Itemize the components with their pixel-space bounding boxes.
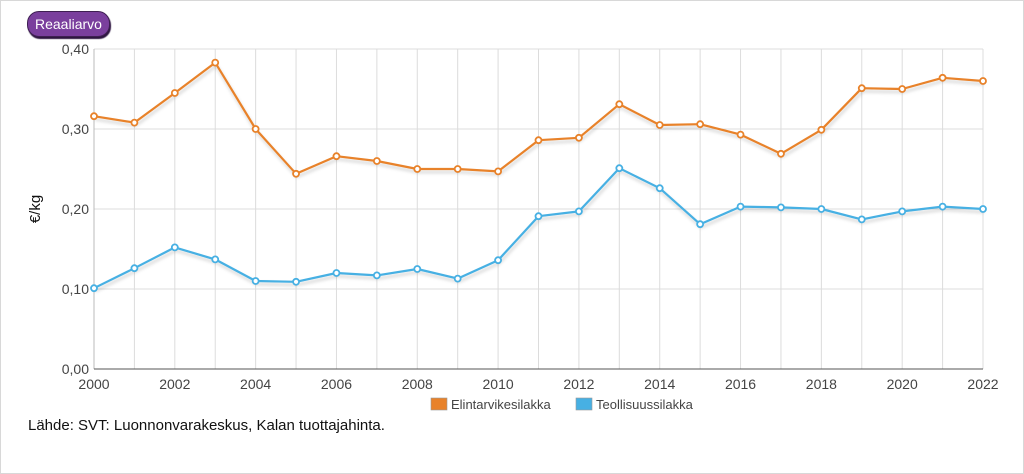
- data-point[interactable]: [534, 212, 543, 221]
- data-point[interactable]: [292, 277, 300, 286]
- x-tick-label: 2018: [806, 376, 837, 392]
- data-point[interactable]: [211, 58, 220, 67]
- data-point[interactable]: [130, 264, 139, 273]
- legend-swatch: [575, 397, 593, 411]
- data-point[interactable]: [332, 269, 341, 277]
- data-point[interactable]: [332, 152, 341, 161]
- data-point[interactable]: [817, 125, 826, 134]
- legend-item[interactable]: Elintarvikesilakka: [430, 397, 551, 412]
- legend-swatch: [430, 397, 448, 411]
- y-tick-label: 0,20: [62, 201, 89, 217]
- x-tick-label: 2006: [321, 376, 352, 392]
- y-tick-label: 0,30: [62, 121, 89, 137]
- data-point[interactable]: [736, 202, 745, 211]
- data-point[interactable]: [979, 77, 987, 85]
- legend[interactable]: Elintarvikesilakka Teollisuussilakka: [430, 397, 694, 412]
- data-point[interactable]: [857, 215, 866, 224]
- x-tick-label: 2000: [78, 376, 109, 392]
- data-point[interactable]: [898, 207, 907, 216]
- series-group: [90, 58, 987, 293]
- x-axis-ticks: 2000 2002 2004 2006 2008 2010 2012 2014 2016 2018…: [78, 376, 998, 392]
- x-tick-label: 2014: [644, 376, 675, 392]
- data-point[interactable]: [494, 167, 502, 176]
- data-point[interactable]: [494, 256, 502, 265]
- grid-lines: [93, 48, 984, 370]
- data-point[interactable]: [979, 205, 987, 213]
- data-point[interactable]: [655, 184, 664, 193]
- data-point[interactable]: [372, 157, 381, 165]
- y-axis-title: €/kg: [27, 195, 44, 223]
- data-point[interactable]: [857, 84, 866, 93]
- y-tick-label: 0,10: [62, 281, 89, 297]
- data-point[interactable]: [575, 133, 583, 142]
- data-point[interactable]: [655, 121, 664, 129]
- data-point[interactable]: [453, 274, 462, 283]
- legend-label: Elintarvikesilakka: [451, 397, 551, 412]
- y-axis-ticks: 0,00 0,10 0,20 0,30 0,40: [62, 41, 89, 377]
- data-point[interactable]: [898, 85, 907, 93]
- x-tick-label: 2010: [483, 376, 514, 392]
- data-point[interactable]: [211, 255, 220, 264]
- data-point[interactable]: [372, 271, 381, 280]
- data-point[interactable]: [90, 284, 98, 293]
- data-point[interactable]: [251, 125, 260, 133]
- data-point[interactable]: [292, 169, 300, 178]
- data-point[interactable]: [938, 73, 947, 82]
- data-point[interactable]: [736, 130, 745, 139]
- x-tick-label: 2004: [240, 376, 271, 392]
- data-point[interactable]: [615, 100, 624, 109]
- x-tick-label: 2012: [563, 376, 594, 392]
- data-point[interactable]: [413, 165, 422, 173]
- x-tick-label: 2002: [159, 376, 190, 392]
- data-point[interactable]: [575, 207, 583, 216]
- data-point[interactable]: [696, 120, 705, 129]
- x-tick-label: 2016: [725, 376, 756, 392]
- real-value-toggle-button[interactable]: Reaaliarvo: [27, 11, 110, 37]
- data-point[interactable]: [615, 164, 624, 173]
- data-point[interactable]: [938, 202, 947, 211]
- y-tick-label: 0,00: [62, 361, 89, 377]
- data-point[interactable]: [170, 243, 179, 252]
- legend-item[interactable]: Teollisuussilakka: [575, 397, 694, 412]
- data-point[interactable]: [453, 165, 462, 173]
- data-point[interactable]: [130, 118, 139, 127]
- source-note: Lähde: SVT: Luonnonvarakeskus, Kalan tuo…: [28, 417, 385, 434]
- data-point[interactable]: [170, 89, 179, 97]
- data-point[interactable]: [696, 220, 705, 229]
- data-point[interactable]: [534, 136, 543, 145]
- x-tick-label: 2008: [402, 376, 433, 392]
- data-point[interactable]: [777, 203, 785, 212]
- data-point[interactable]: [413, 265, 422, 273]
- x-tick-label: 2022: [967, 376, 998, 392]
- x-tick-label: 2020: [887, 376, 918, 392]
- data-point[interactable]: [90, 112, 98, 121]
- y-tick-label: 0,40: [62, 41, 89, 57]
- data-point[interactable]: [817, 205, 826, 213]
- data-point[interactable]: [251, 277, 260, 285]
- legend-label: Teollisuussilakka: [596, 397, 694, 412]
- data-point[interactable]: [777, 149, 785, 158]
